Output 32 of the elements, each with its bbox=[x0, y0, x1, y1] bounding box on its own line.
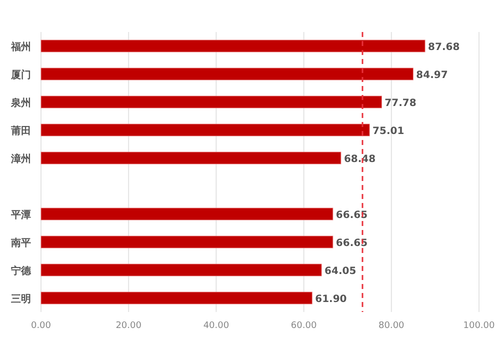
x-tick-label: 60.00 bbox=[290, 321, 317, 331]
bar bbox=[40, 68, 414, 80]
x-tick-label: 80.00 bbox=[378, 321, 405, 331]
x-tick-label: 20.00 bbox=[116, 321, 142, 331]
bar bbox=[40, 96, 382, 108]
bar bbox=[40, 124, 370, 136]
data-label: 64.05 bbox=[324, 266, 356, 277]
data-label: 77.78 bbox=[384, 98, 416, 109]
y-tick-label: 泉州 bbox=[10, 97, 31, 109]
x-tick-label: 40.00 bbox=[203, 321, 230, 331]
bar bbox=[40, 208, 334, 220]
data-label: 66.65 bbox=[336, 210, 368, 221]
y-tick-label: 宁德 bbox=[11, 265, 32, 277]
bar bbox=[40, 292, 312, 304]
y-tick-label: 平潭 bbox=[10, 209, 31, 221]
y-tick-label: 三明 bbox=[11, 293, 31, 305]
data-label: 87.68 bbox=[428, 42, 460, 53]
data-label: 61.90 bbox=[315, 294, 347, 305]
y-tick-label: 南平 bbox=[10, 237, 31, 249]
bar bbox=[40, 152, 342, 164]
y-tick-label: 漳州 bbox=[10, 153, 31, 165]
x-tick-label: 0.00 bbox=[30, 321, 52, 331]
y-tick-label: 福州 bbox=[10, 41, 31, 53]
data-label: 66.65 bbox=[336, 238, 368, 249]
data-label: 75.01 bbox=[372, 126, 404, 137]
data-label: 84.97 bbox=[416, 70, 448, 81]
y-tick-label: 莆田 bbox=[10, 125, 31, 137]
y-tick-label: 厦门 bbox=[10, 69, 31, 81]
bar bbox=[40, 264, 322, 276]
x-tick-label: 100.00 bbox=[463, 321, 496, 331]
bar bbox=[40, 40, 426, 52]
bar bbox=[40, 236, 334, 248]
